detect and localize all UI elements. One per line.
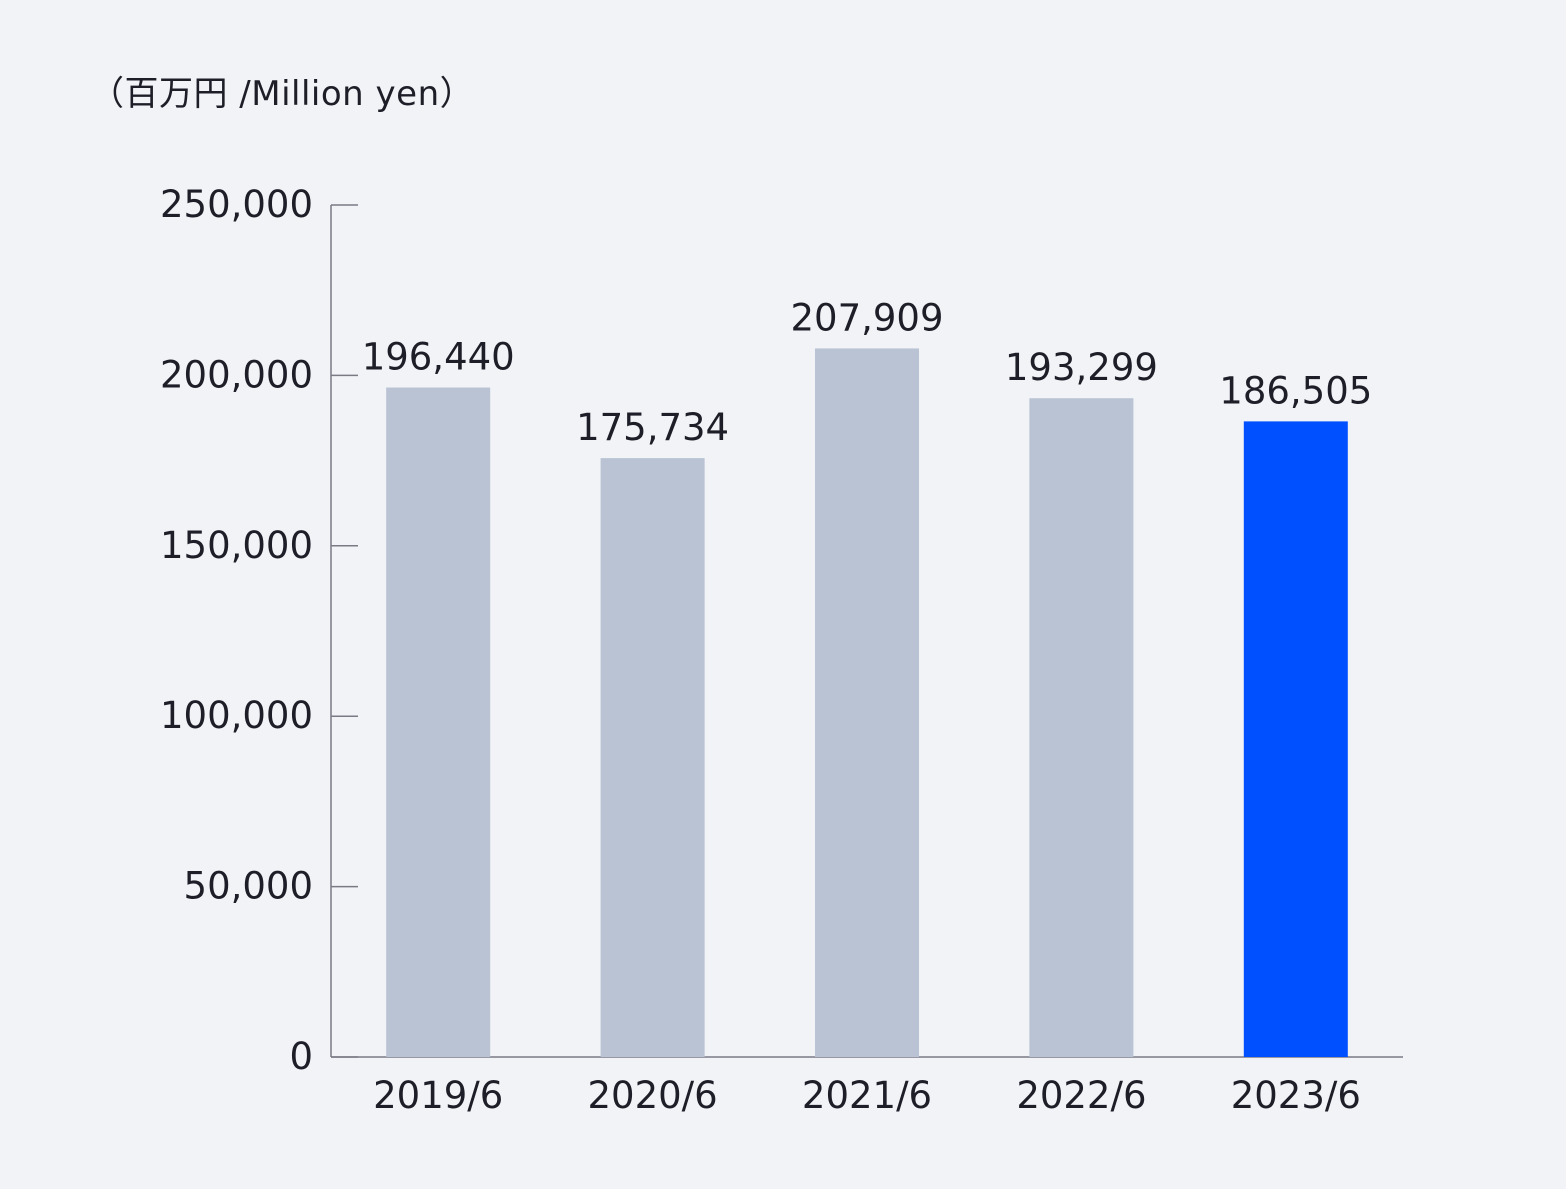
x-tick-label: 2021/6 xyxy=(802,1074,932,1117)
y-tick-label: 250,000 xyxy=(160,183,313,226)
y-tick-label: 0 xyxy=(289,1035,313,1078)
y-tick-label: 50,000 xyxy=(184,865,313,908)
x-tick-label: 2022/6 xyxy=(1016,1074,1146,1117)
y-axis-unit-label: （百万円 /Million yen） xyxy=(90,74,475,114)
x-tick-label: 2019/6 xyxy=(373,1074,503,1117)
bar-2021-6 xyxy=(815,348,919,1057)
bar-value-label: 186,505 xyxy=(1219,369,1372,412)
bar-value-label: 207,909 xyxy=(790,296,943,339)
x-tick-label: 2020/6 xyxy=(588,1074,718,1117)
labels: 0 50,000 100,000 150,000 200,000 250,000 196,4… xyxy=(160,183,1372,1117)
bar-value-label: 175,734 xyxy=(576,406,729,449)
bar-2023-6 xyxy=(1243,421,1348,1057)
y-tick-label: 200,000 xyxy=(160,353,313,396)
bar-2019-6 xyxy=(386,387,491,1057)
bar-value-label: 193,299 xyxy=(1005,346,1158,389)
bar-2022-6 xyxy=(1029,398,1134,1057)
bar-value-label: 196,440 xyxy=(362,336,515,379)
x-tick-label: 2023/6 xyxy=(1231,1074,1361,1117)
bars xyxy=(386,348,1348,1058)
bar-2020-6 xyxy=(600,458,705,1058)
y-tick-label: 100,000 xyxy=(160,694,313,737)
y-tick-label: 150,000 xyxy=(160,524,313,567)
